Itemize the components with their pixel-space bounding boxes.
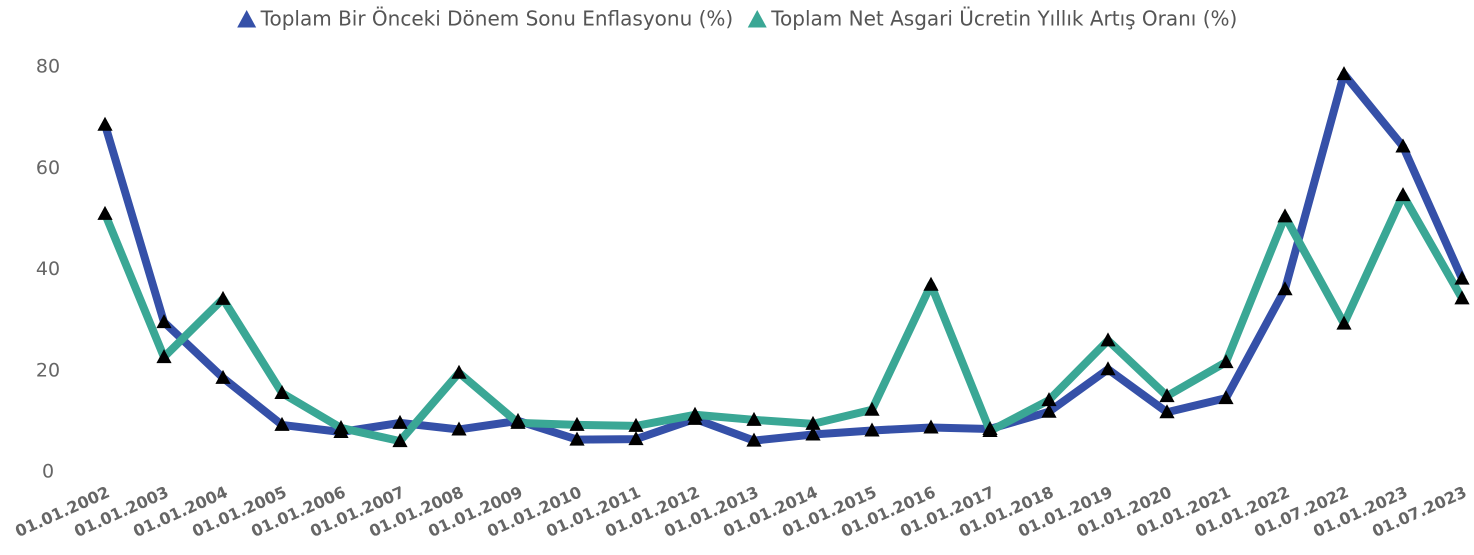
marker bbox=[1100, 332, 1116, 347]
marker bbox=[628, 431, 644, 446]
marker bbox=[1454, 290, 1470, 305]
legend-symbol bbox=[237, 10, 257, 28]
marker bbox=[805, 415, 821, 430]
marker bbox=[1277, 208, 1293, 223]
marker bbox=[1218, 354, 1234, 369]
marker bbox=[1395, 138, 1411, 153]
marker bbox=[1454, 270, 1470, 285]
marker bbox=[510, 414, 526, 429]
marker bbox=[392, 414, 408, 429]
legend-label: Toplam Net Asgari Ücretin Yıllık Artış O… bbox=[770, 7, 1237, 31]
marker bbox=[451, 421, 467, 436]
marker bbox=[1041, 403, 1057, 418]
marker bbox=[1218, 390, 1234, 405]
legend-label: Toplam Bir Önceki Dönem Sonu Enflasyonu … bbox=[260, 7, 734, 31]
marker bbox=[1277, 281, 1293, 296]
marker bbox=[156, 349, 172, 364]
y-tick-label: 0 bbox=[42, 461, 54, 483]
marker bbox=[451, 364, 467, 379]
marker bbox=[97, 116, 113, 131]
marker bbox=[805, 426, 821, 441]
legend: Toplam Bir Önceki Dönem Sonu Enflasyonu … bbox=[237, 7, 1237, 31]
y-tick-label: 60 bbox=[36, 157, 60, 179]
marker bbox=[1159, 404, 1175, 419]
marker bbox=[215, 290, 231, 305]
y-tick-label: 80 bbox=[36, 56, 60, 78]
marker bbox=[746, 411, 762, 426]
marker bbox=[333, 419, 349, 434]
marker bbox=[982, 422, 998, 437]
marker bbox=[1100, 361, 1116, 376]
series-line bbox=[101, 70, 1466, 445]
marker bbox=[1041, 392, 1057, 407]
marker bbox=[274, 416, 290, 431]
marker bbox=[97, 205, 113, 220]
marker bbox=[569, 431, 585, 446]
marker bbox=[1336, 315, 1352, 330]
marker bbox=[1159, 388, 1175, 403]
marker bbox=[864, 422, 880, 437]
y-tick-label: 40 bbox=[36, 258, 60, 280]
marker bbox=[923, 419, 939, 434]
marker bbox=[687, 406, 703, 421]
marker bbox=[746, 432, 762, 447]
marker bbox=[274, 385, 290, 400]
marker bbox=[864, 401, 880, 416]
series-line bbox=[101, 191, 1466, 446]
marker bbox=[569, 416, 585, 431]
marker bbox=[923, 276, 939, 291]
legend-symbol bbox=[747, 10, 767, 28]
marker bbox=[215, 369, 231, 384]
marker bbox=[1336, 66, 1352, 81]
marker bbox=[1395, 187, 1411, 202]
marker bbox=[156, 314, 172, 329]
y-tick-label: 20 bbox=[36, 359, 60, 381]
marker bbox=[628, 417, 644, 432]
marker bbox=[392, 433, 408, 448]
